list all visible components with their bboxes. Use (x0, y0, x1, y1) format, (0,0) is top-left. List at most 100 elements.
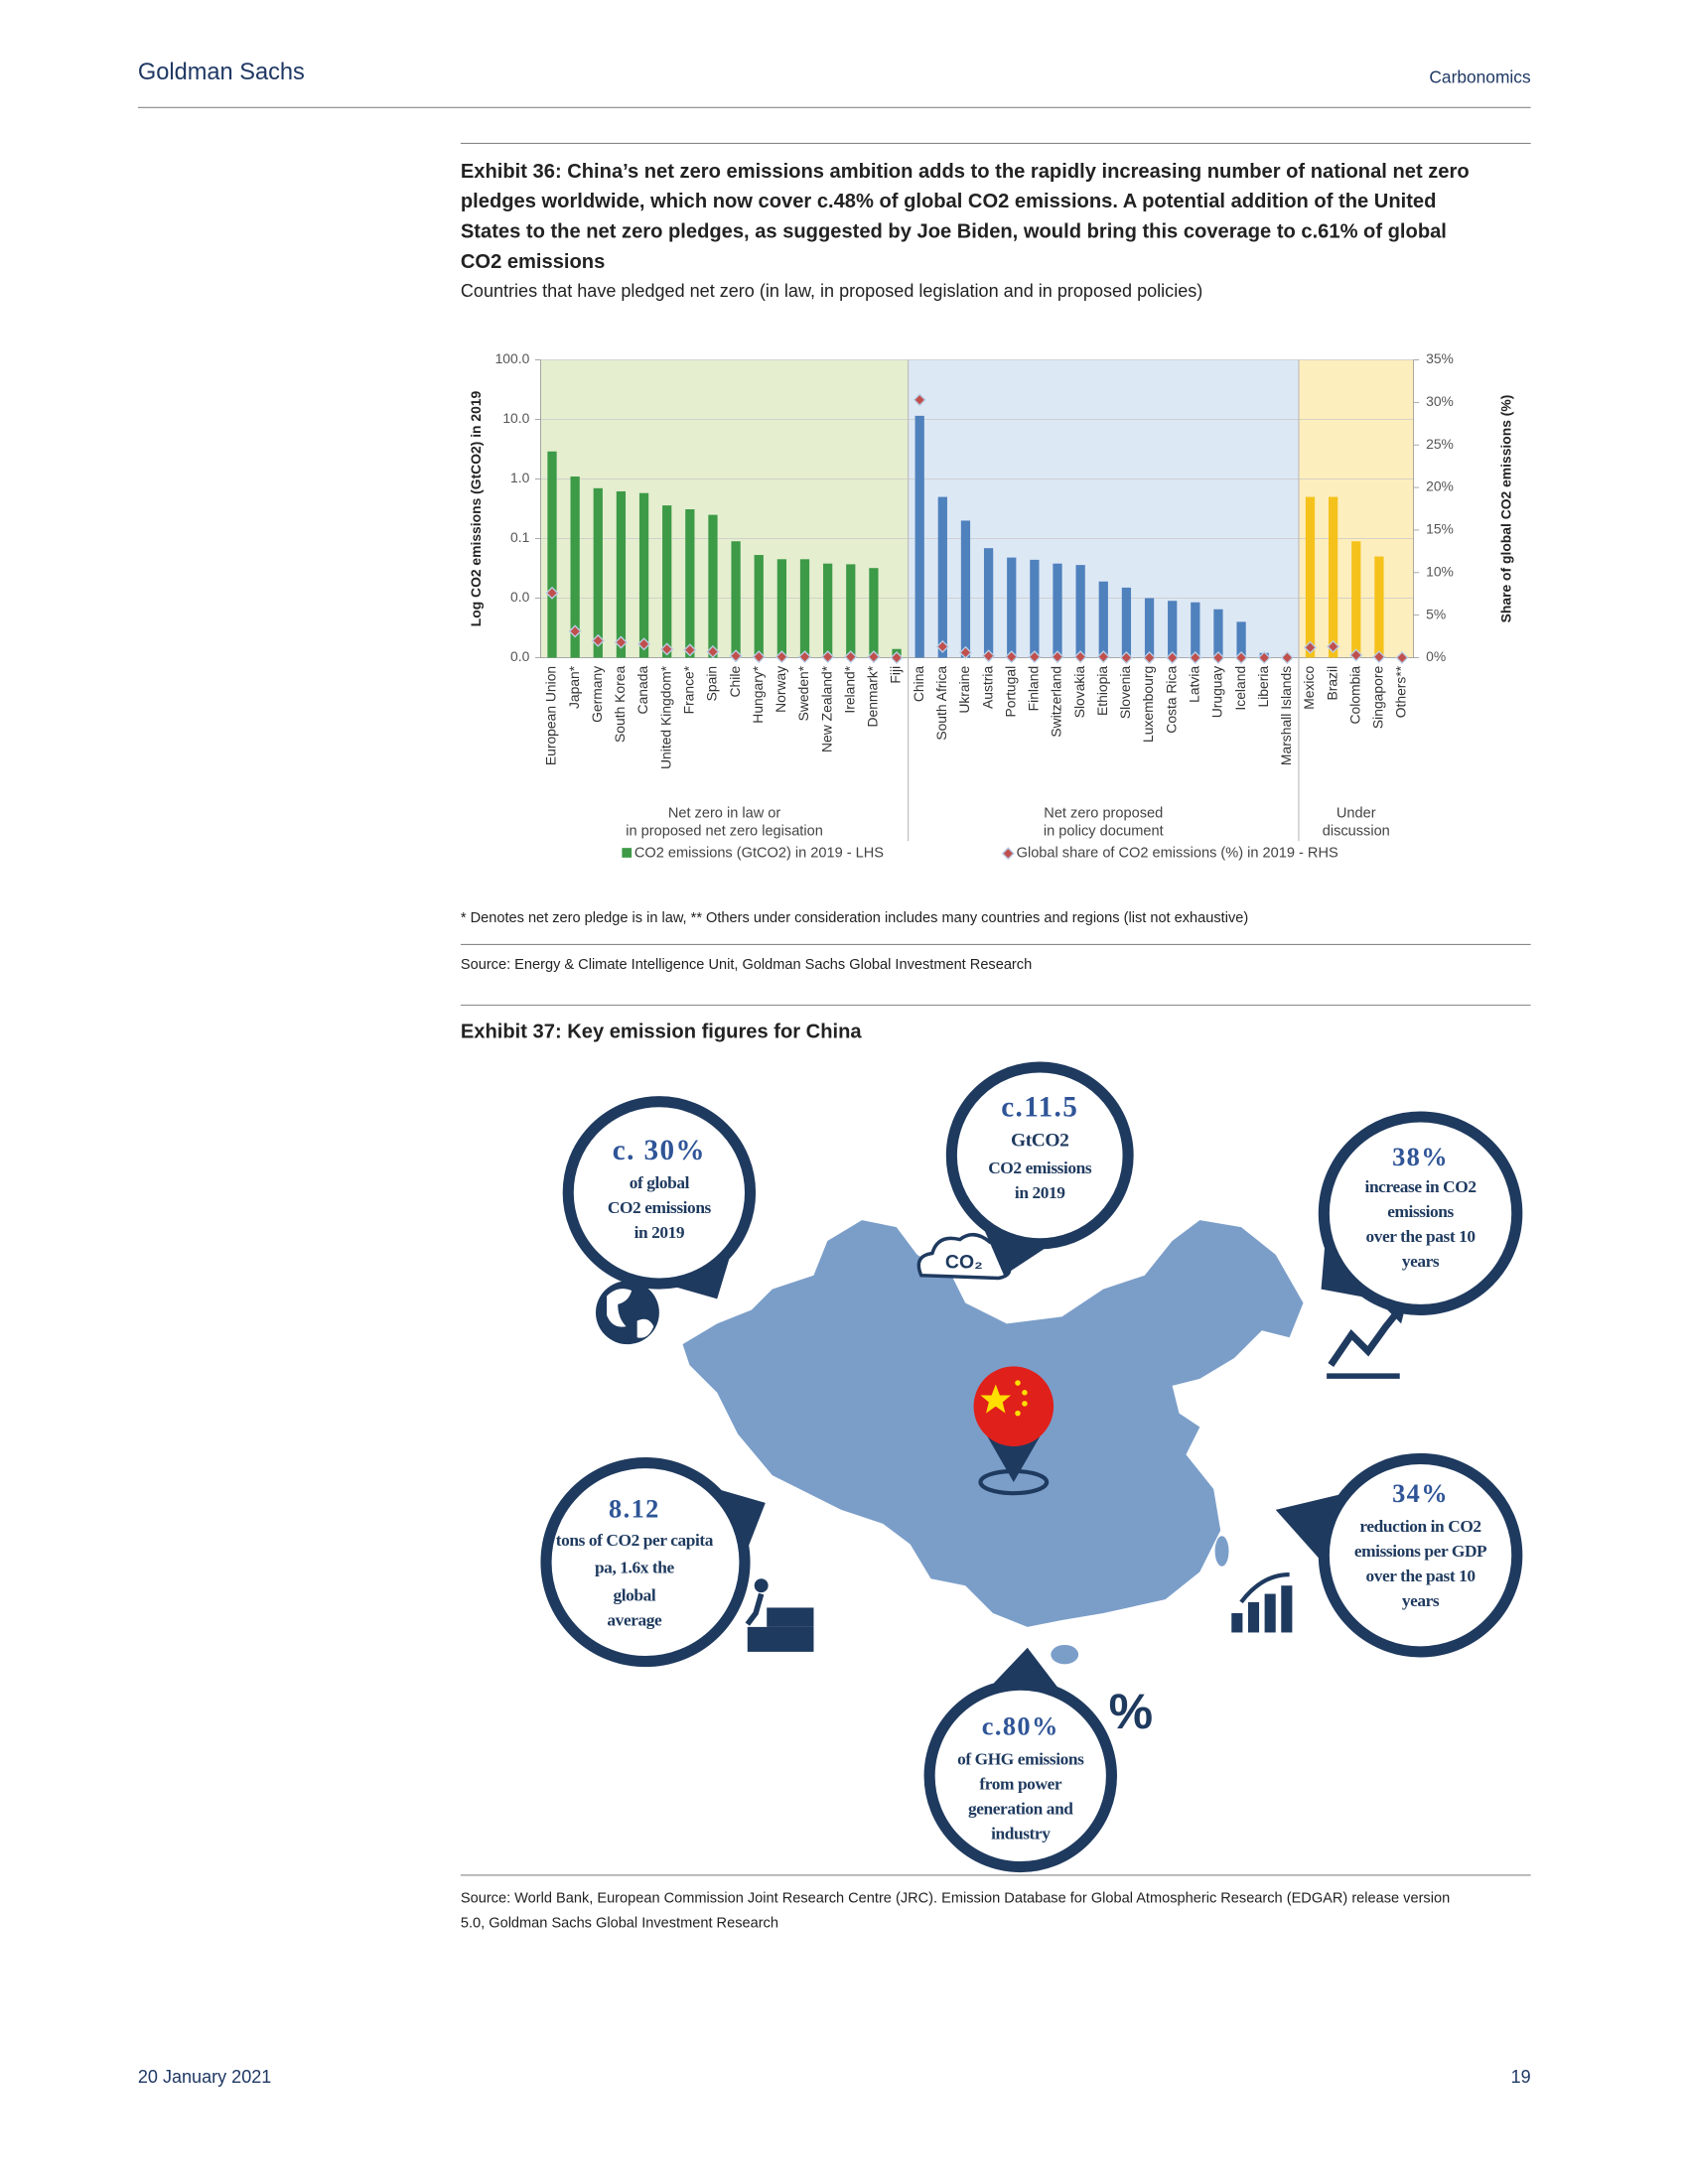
callout-figure: c. 30% (613, 1135, 706, 1166)
share-marker (1372, 650, 1386, 664)
callout-figure: 34% (1392, 1478, 1449, 1508)
callout-figure: 38% (1392, 1142, 1449, 1171)
x-tick-label: Slovenia (1117, 666, 1133, 720)
bar (1374, 556, 1384, 658)
share-marker (614, 635, 628, 649)
callout-line: global (613, 1585, 655, 1604)
share-marker (1073, 650, 1087, 664)
callout-bubble (1318, 1452, 1523, 1658)
flag-star (1015, 1380, 1021, 1386)
bar (960, 520, 971, 658)
chart-source: Source: Energy & Climate Intelligence Un… (461, 957, 1032, 973)
callout-line: generation and (968, 1800, 1073, 1819)
callout-bubble (540, 1457, 751, 1668)
x-tick-label: Canada (634, 666, 650, 715)
bar (1191, 602, 1200, 658)
person-icon (754, 1578, 769, 1593)
bar (1144, 598, 1155, 658)
x-tick-label: Germany (589, 666, 605, 723)
chart-note: * Denotes net zero pledge is in law, ** … (461, 910, 1248, 926)
co2-icon-label: CO₂ (945, 1251, 983, 1273)
brand: Goldman Sachs (138, 60, 305, 85)
x-tick-label: Brazil (1324, 666, 1339, 701)
bar (685, 509, 695, 658)
legend-swatch (1001, 847, 1015, 861)
bars-icon (1281, 1585, 1293, 1633)
x-tick-label: South Africa (933, 666, 949, 741)
group-label: Under (1336, 805, 1376, 821)
callout-line: reduction in CO2 (1359, 1517, 1480, 1536)
bar (1213, 609, 1223, 658)
bar (799, 559, 810, 658)
bar (1121, 587, 1132, 658)
x-tick-label: Singapore (1370, 666, 1386, 730)
x-tick-label: Liberia (1255, 666, 1271, 708)
callout-bubble (923, 1679, 1117, 1873)
exhibit-title: CO2 emissions (461, 251, 605, 273)
callout-text: 38% increase in CO2 emissions over the past… (1365, 1142, 1477, 1271)
x-tick-label: Ireland* (841, 665, 857, 713)
bar (937, 496, 947, 658)
bar (754, 555, 764, 658)
group-label: Net zero proposed (1044, 805, 1163, 821)
bar (1329, 496, 1338, 658)
share-marker (774, 650, 788, 664)
bar (570, 477, 580, 658)
callout-line: CO2 emissions (988, 1159, 1092, 1177)
x-tick-label: European Union (543, 666, 559, 765)
share-marker (545, 586, 559, 600)
bar (616, 490, 627, 658)
percent-icon: % (1109, 1684, 1153, 1739)
y2-tick-label: 5% (1426, 606, 1446, 621)
bar (1305, 496, 1316, 658)
share-marker (890, 650, 904, 665)
callout-line: of global (630, 1173, 690, 1192)
share-marker (1257, 650, 1271, 665)
bar (708, 514, 718, 658)
share-marker (1395, 650, 1409, 665)
x-tick-label: Marshall Islands (1278, 666, 1294, 765)
bar (823, 563, 833, 658)
y-axis-label: Log CO2 emissions (GtCO2) in 2019 (468, 390, 484, 626)
bar (662, 505, 672, 658)
share-marker (1005, 650, 1019, 664)
y2-tick-label: 30% (1426, 393, 1454, 409)
y2-tick-label: 15% (1426, 521, 1454, 537)
x-tick-label: Portugal (1002, 666, 1018, 718)
x-tick-label: Costa Rica (1163, 666, 1179, 734)
share-marker (568, 624, 582, 638)
share-marker (637, 637, 651, 651)
bar (1351, 541, 1361, 658)
x-tick-label: France* (681, 665, 697, 714)
x-tick-label: Japan* (566, 665, 582, 709)
x-tick-label: Iceland (1232, 666, 1248, 711)
callout-line: of GHG emissions (957, 1750, 1084, 1769)
legend-label: Global share of CO2 emissions (%) in 201… (1017, 846, 1338, 862)
callout-bubble (562, 1096, 757, 1290)
share-marker (1211, 650, 1225, 665)
group-label: in policy document (1044, 823, 1164, 839)
callout-line: from power (979, 1775, 1061, 1794)
x-tick-label: Finland (1026, 666, 1042, 712)
bar (1075, 565, 1085, 658)
y2-tick-label: 35% (1426, 350, 1454, 366)
x-tick-label: Denmark* (865, 665, 881, 727)
share-marker (660, 642, 674, 656)
callout-line: in 2019 (634, 1223, 685, 1242)
x-tick-label: South Korea (612, 666, 628, 743)
bar (1030, 559, 1040, 658)
callout-line: industry (991, 1825, 1051, 1843)
exhibit-title: States to the net zero pledges, as sugge… (461, 220, 1447, 242)
bar (1236, 621, 1246, 658)
share-marker (706, 644, 720, 659)
x-tick-label: Fiji (888, 666, 904, 684)
x-tick-label: Mexico (1301, 666, 1317, 710)
bars-arrow (1239, 1572, 1290, 1604)
x-tick-label: Ukraine (956, 666, 972, 714)
x-tick-label: Colombia (1346, 666, 1362, 725)
source: Source: World Bank, European Commission … (461, 1890, 1450, 1906)
y-tick-label: 0.0 (510, 589, 530, 605)
share-marker (982, 649, 996, 663)
